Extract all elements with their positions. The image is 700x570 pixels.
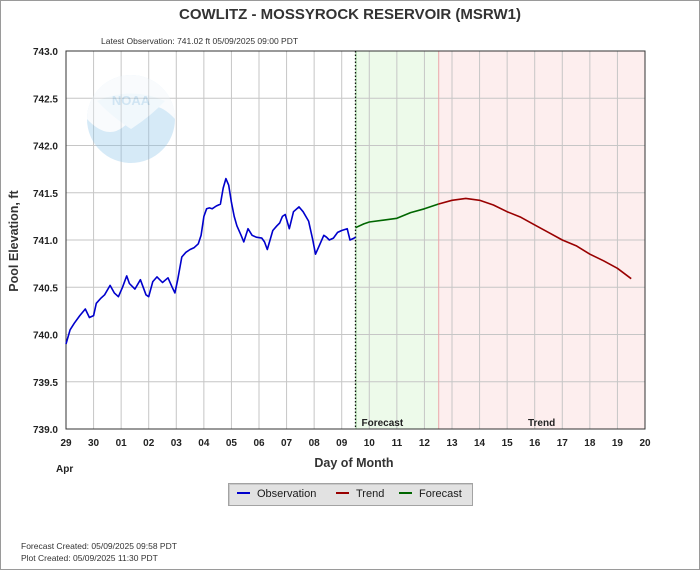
x-tick-label: 05 xyxy=(226,438,238,449)
axes xyxy=(65,50,646,430)
x-tick-label: 06 xyxy=(253,438,265,449)
x-tick-label: 20 xyxy=(639,438,651,449)
legend-item-observation: Observation xyxy=(237,484,316,505)
legend-item-trend: Trend xyxy=(336,484,384,505)
legend-swatch-trend xyxy=(336,492,349,495)
x-tick-label: 18 xyxy=(584,438,596,449)
month-label: Apr xyxy=(56,464,73,475)
series-line-forecast xyxy=(355,203,439,229)
x-tick-label: 13 xyxy=(446,438,458,449)
x-tick-label: 01 xyxy=(116,438,128,449)
legend-label-forecast: Forecast xyxy=(419,488,462,500)
forecast-created: Forecast Created: 05/09/2025 09:58 PDT xyxy=(21,541,177,551)
x-axis-title: Day of Month xyxy=(314,456,393,470)
x-tick-label: 19 xyxy=(612,438,624,449)
y-axis-title: Pool Elevation, ft xyxy=(7,189,21,291)
latest-observation: Latest Observation: 741.02 ft 05/09/2025… xyxy=(101,36,298,46)
legend-label-trend: Trend xyxy=(356,488,385,500)
chart-title: COWLITZ - MOSSYROCK RESERVOIR (MSRW1) xyxy=(179,6,521,23)
y-tick-label: 739.5 xyxy=(33,378,58,389)
y-tick-label: 740.0 xyxy=(33,331,58,342)
x-tick-label: 17 xyxy=(557,438,569,449)
x-tick-label: 30 xyxy=(88,438,100,449)
series-line-trend xyxy=(437,197,632,280)
legend-label-observation: Observation xyxy=(257,488,317,500)
x-tick-label: 07 xyxy=(281,438,293,449)
legend: Observation Trend Forecast xyxy=(228,483,473,506)
y-tick-label: 743.0 xyxy=(33,47,58,58)
legend-item-forecast: Forecast xyxy=(399,484,462,505)
x-tick-label: 02 xyxy=(143,438,155,449)
y-tick-label: 740.5 xyxy=(33,283,58,294)
series xyxy=(65,177,632,345)
legend-swatch-forecast xyxy=(399,492,412,495)
y-tick-label: 742.0 xyxy=(33,142,58,153)
x-tick-label: 14 xyxy=(474,438,486,449)
x-tick-label: 29 xyxy=(60,438,72,449)
x-tick-label: 10 xyxy=(364,438,376,449)
zone-label-trend: Trend xyxy=(528,418,555,429)
x-tick-label: 09 xyxy=(336,438,348,449)
series-line-observation xyxy=(65,177,356,345)
svg-text:NOAA: NOAA xyxy=(112,93,151,108)
x-tick-label: 15 xyxy=(502,438,514,449)
axis-labels: Forecast Trend 29 30 01 02 03 04 05 06 07 08 09 10 11 1… xyxy=(33,47,651,449)
x-tick-label: 03 xyxy=(171,438,183,449)
y-tick-label: 742.5 xyxy=(33,94,58,105)
x-tick-label: 04 xyxy=(198,438,210,449)
legend-swatch-observation xyxy=(237,492,250,495)
zone-label-forecast: Forecast xyxy=(362,418,404,429)
x-tick-label: 16 xyxy=(529,438,541,449)
y-tick-label: 741.5 xyxy=(33,189,58,200)
y-tick-label: 741.0 xyxy=(33,236,58,247)
plot-created: Plot Created: 05/09/2025 11:30 PDT xyxy=(21,553,158,563)
noaa-logo-watermark: NOAA xyxy=(87,75,175,163)
x-tick-label: 12 xyxy=(419,438,431,449)
x-tick-label: 08 xyxy=(309,438,321,449)
x-tick-label: 11 xyxy=(392,438,403,449)
y-tick-label: 739.0 xyxy=(33,425,58,436)
